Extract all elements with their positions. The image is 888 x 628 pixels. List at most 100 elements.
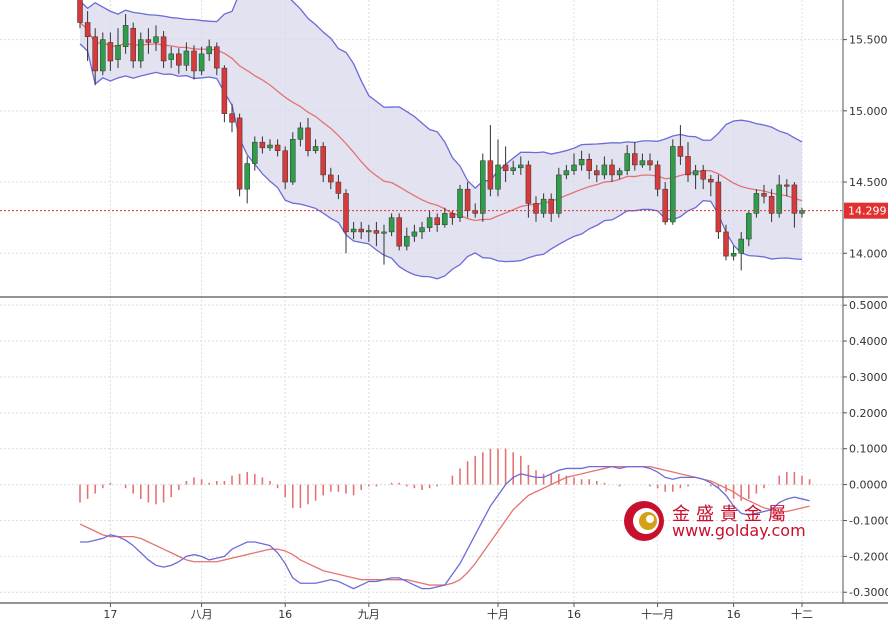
x-tick-label: 十二 <box>791 607 813 621</box>
candle-body <box>100 39 106 72</box>
candle-body <box>381 231 387 234</box>
candle-body <box>191 50 197 72</box>
candle-body <box>160 36 167 62</box>
candle-body <box>624 153 630 171</box>
candle-body <box>738 238 744 254</box>
bollinger-upper-line <box>79 0 803 190</box>
price-tick-label: 15.000 <box>849 105 888 118</box>
candle-body <box>708 178 714 183</box>
candle-body <box>198 53 205 72</box>
price-tick-label: 14.500 <box>849 176 888 189</box>
candle-body <box>791 184 798 214</box>
candle-body <box>122 25 129 47</box>
candle-body <box>556 174 562 214</box>
x-tick-label: 十月 <box>487 607 509 621</box>
x-tick-label: 16 <box>567 608 581 621</box>
macd-tick-label: 0.2000 <box>849 407 888 420</box>
candle-body <box>548 198 554 214</box>
candle-body <box>472 210 478 214</box>
candle-body <box>753 193 760 214</box>
candle-body <box>768 196 775 214</box>
candle-body <box>115 45 121 60</box>
x-tick-label: 16 <box>727 608 741 621</box>
candle-body <box>715 181 722 233</box>
candle-body <box>510 167 516 171</box>
brand-logo: 金盛貴金屬 www.golday.com <box>622 497 822 547</box>
candle-body <box>700 170 706 180</box>
candle-body <box>692 170 699 176</box>
candle-body <box>616 170 623 176</box>
macd-tick-label: 0.1000 <box>849 443 888 456</box>
candle-body <box>138 39 144 62</box>
candle-body <box>221 67 228 114</box>
candle-body <box>343 193 349 233</box>
candle-body <box>411 231 418 237</box>
candle-body <box>183 50 190 66</box>
candle-body <box>632 153 638 166</box>
candle-body <box>358 228 364 233</box>
candle-body <box>373 230 380 234</box>
candle-body <box>609 164 615 176</box>
candle-body <box>297 127 304 140</box>
candle-body <box>434 217 440 226</box>
candle-body <box>601 164 608 176</box>
candle-body <box>168 53 174 60</box>
candle-body <box>145 39 152 43</box>
candle-body <box>784 184 790 187</box>
candle-body <box>236 117 243 190</box>
candle-body <box>746 213 752 240</box>
candle-body <box>107 42 114 62</box>
macd-tick-label: 0.5000 <box>849 299 888 312</box>
candle-body <box>571 164 577 171</box>
candle-body <box>259 141 266 149</box>
candle-body <box>366 230 372 233</box>
candle-body <box>480 160 486 214</box>
candle-body <box>518 164 524 169</box>
candle-body <box>214 46 220 69</box>
x-tick-label: 16 <box>278 608 292 621</box>
macd-line <box>80 465 810 590</box>
price-tick-label: 14.000 <box>849 247 888 260</box>
candle-body <box>404 235 410 247</box>
candle-body <box>533 203 539 214</box>
candle-body <box>426 217 433 228</box>
candle-body <box>274 144 281 151</box>
candle-body <box>328 174 334 183</box>
macd-tick-label: -0.1000 <box>849 514 888 527</box>
candle-body <box>396 217 402 247</box>
candle-body <box>647 160 653 166</box>
candle-body <box>305 127 311 151</box>
candle-body <box>761 193 767 197</box>
x-tick-label: 八月 <box>191 608 213 621</box>
brand-url: www.golday.com <box>672 521 806 540</box>
x-tick-label: 17 <box>103 608 117 621</box>
brand-name-cn: 金盛貴金屬 <box>672 504 792 525</box>
candle-body <box>502 164 509 171</box>
candle-body <box>525 164 532 204</box>
macd-tick-label: 0.4000 <box>849 335 888 348</box>
bollinger-lower-line <box>79 43 803 280</box>
candle-body <box>563 170 570 176</box>
candle-body <box>540 198 547 214</box>
macd-tick-label: -0.3000 <box>849 586 888 599</box>
candle-body <box>252 141 258 164</box>
candle-body <box>350 228 357 233</box>
golday-logo-icon <box>624 501 664 541</box>
candle-body <box>495 164 501 190</box>
candle-body <box>419 227 425 233</box>
candle-body <box>723 231 729 257</box>
price-tick-label: 15.500 <box>849 34 888 47</box>
candle-body <box>776 184 782 214</box>
bollinger-band-fill <box>80 0 802 279</box>
candle-body <box>464 188 471 211</box>
candle-body <box>130 27 136 62</box>
candle-body <box>677 146 684 157</box>
candle-body <box>84 22 91 38</box>
candle-body <box>320 146 326 176</box>
candle-body <box>244 163 250 190</box>
candle-body <box>77 0 83 23</box>
candle-body <box>267 144 273 149</box>
candle-body <box>639 160 646 166</box>
last-price-label: 14.299 <box>848 205 887 218</box>
bollinger-middle-line <box>79 22 803 222</box>
